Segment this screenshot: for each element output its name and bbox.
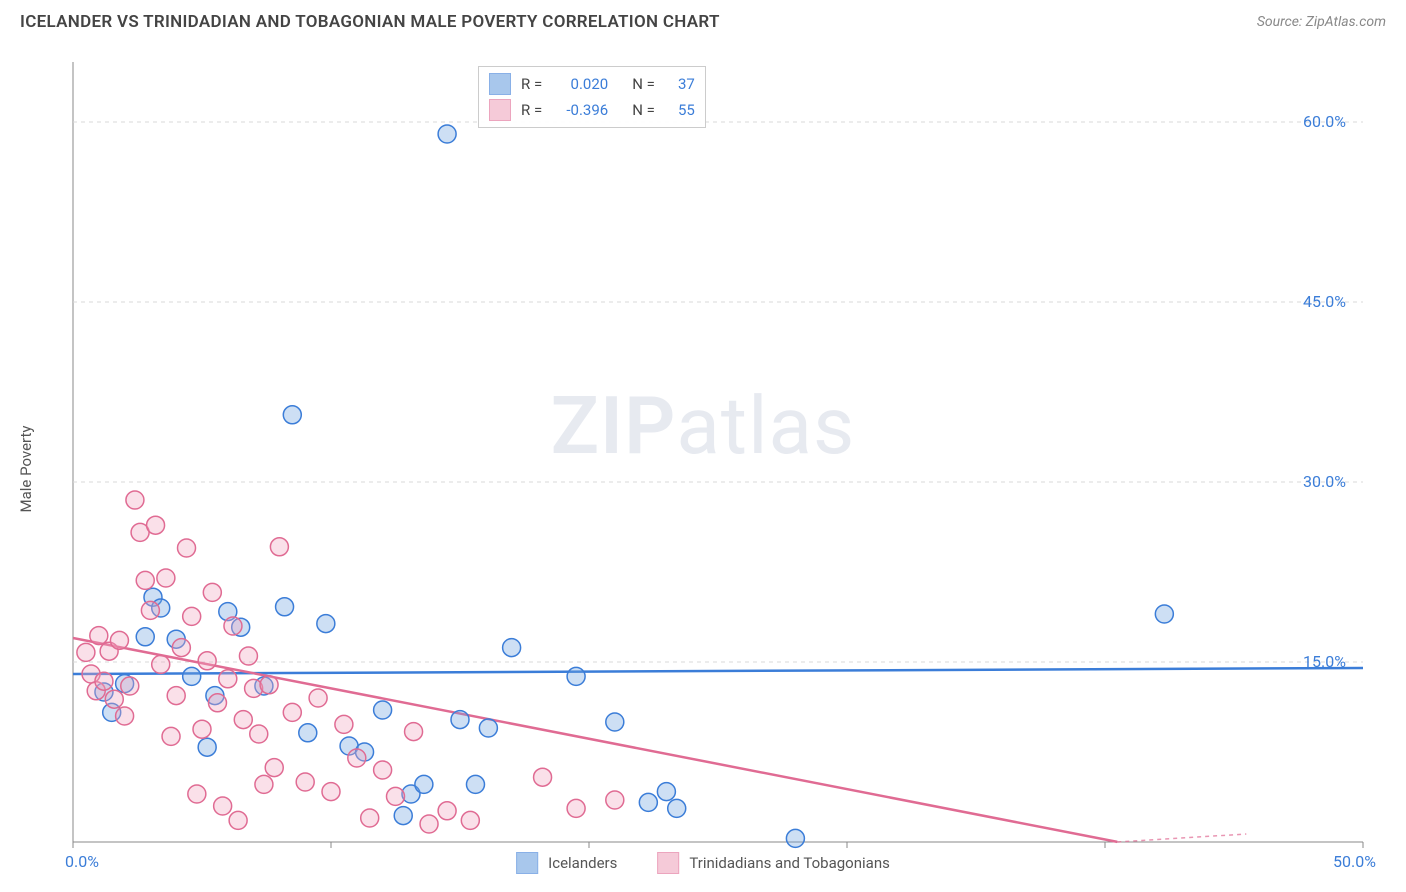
source-label: Source: ZipAtlas.com [1257, 14, 1386, 30]
n-value: 37 [665, 75, 695, 93]
r-value: -0.396 [552, 101, 608, 119]
y-tick-label: 30.0% [1303, 472, 1346, 491]
series-swatch [489, 73, 511, 95]
n-label: N = [632, 101, 655, 119]
legend-label: Trinidadians and Tobagonians [689, 854, 889, 872]
legend-label: Icelanders [548, 854, 617, 872]
r-value: 0.020 [552, 75, 608, 93]
r-label: R = [521, 101, 542, 119]
stat-row: R = -0.396 N = 55 [489, 97, 695, 123]
n-label: N = [632, 75, 655, 93]
x-tick-label: 0.0% [65, 852, 99, 871]
legend-item: Trinidadians and Tobagonians [657, 852, 889, 874]
stat-row: R = 0.020 N = 37 [489, 71, 695, 97]
correlation-stats-box: R = 0.020 N = 37 R = -0.396 N = 55 [478, 66, 706, 128]
scatter-chart [18, 40, 1388, 880]
legend-swatch [516, 852, 538, 874]
y-tick-label: 45.0% [1303, 292, 1346, 311]
legend-swatch [657, 852, 679, 874]
chart-title: ICELANDER VS TRINIDADIAN AND TOBAGONIAN … [20, 12, 720, 32]
y-tick-label: 15.0% [1303, 652, 1346, 671]
legend: Icelanders Trinidadians and Tobagonians [516, 852, 890, 874]
r-label: R = [521, 75, 542, 93]
x-tick-label: 50.0% [1333, 852, 1376, 871]
chart-container: Male Poverty ZIPatlas R =0.020N =37R =-0… [18, 40, 1388, 880]
legend-item: Icelanders [516, 852, 617, 874]
y-tick-label: 60.0% [1303, 112, 1346, 131]
n-value: 55 [665, 101, 695, 119]
series-swatch [489, 99, 511, 121]
